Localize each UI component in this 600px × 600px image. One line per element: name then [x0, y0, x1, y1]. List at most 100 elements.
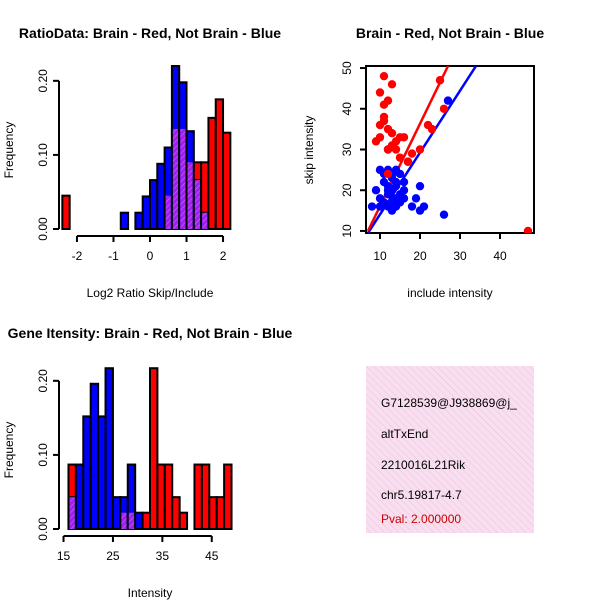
ratio-bar-overlap-19	[202, 212, 208, 229]
ratio-axes: -2 -1 0 1 2 0.00 0.10 0.20	[36, 69, 227, 263]
intensity-bar-overlap-8	[128, 512, 135, 529]
intensity-bar-not-brain-9	[134, 511, 144, 531]
ratio-chart-title: RatioData: Brain - Red, Not Brain - Blue	[19, 25, 281, 41]
info-line-probe-id: G7128539@J938869@j_	[381, 396, 517, 410]
scatter-point-not-brain-26	[407, 202, 417, 211]
ratio-bar-overlap-15	[172, 128, 179, 229]
ratio-bar-not-brain-10	[134, 211, 144, 230]
intensity-bar-brain-18	[200, 463, 211, 531]
ratio-bar-overlap-17	[187, 162, 193, 229]
scatter-point-brain-17	[399, 133, 409, 142]
scatter-y-tick-label-4: 50	[340, 61, 354, 75]
intensity-bar-brain-20	[215, 496, 226, 530]
scatter-y-label: skip intensity	[302, 116, 316, 185]
scatter-x-tick-label-3: 40	[493, 249, 507, 263]
intensity-bar-not-brain-1	[74, 463, 85, 531]
intensity-bar-brain-15	[178, 511, 189, 531]
ratio-bar-brain-20	[207, 116, 217, 230]
scatter-point-not-brain-24	[399, 194, 409, 203]
info-line-location: chr5.19817-4.7	[381, 488, 462, 502]
scatter-point-brain-14	[391, 145, 401, 154]
ratio-bar-brain-0	[61, 194, 71, 230]
intensity-bar-overlap-0	[69, 497, 75, 529]
scatter-point-not-brain-33	[391, 165, 401, 175]
ratio-y-tick-label-2: 0.20	[36, 69, 50, 93]
intensity-x-tick-label-1: 25	[106, 549, 120, 563]
ratio-bar-not-brain-11	[141, 195, 151, 230]
ratio-y-tick-label-1: 0.10	[36, 143, 50, 167]
scatter-x-tick-label-1: 20	[413, 249, 427, 263]
ratio-bar-not-brain-13	[156, 162, 166, 230]
scatter-x-tick-label-0: 10	[373, 249, 387, 263]
scatter-point-brain-10	[387, 129, 397, 138]
scatter-point-not-brain-34	[399, 177, 409, 187]
info-panel-background	[366, 366, 534, 533]
intensity-bar-not-brain-3	[89, 382, 100, 531]
intensity-x-label: Intensity	[128, 586, 173, 600]
scatter-point-brain-27	[523, 226, 533, 233]
intensity-bar-brain-19	[208, 496, 218, 530]
scatter-chart-title: Brain - Red, Not Brain - Blue	[356, 25, 544, 41]
ratio-x-tick-label-2: 0	[147, 249, 154, 263]
ratio-y-label: Frequency	[2, 122, 16, 179]
intensity-axes: 15 25 35 45 0.00 0.10 0.20	[36, 369, 219, 563]
scatter-point-brain-3	[375, 88, 385, 97]
scatter-point-not-brain-18	[391, 181, 401, 191]
scatter-point-not-brain-31	[375, 202, 385, 211]
intensity-x-tick-label-0: 15	[57, 549, 71, 563]
scatter-point-brain-11	[387, 80, 397, 89]
scatter-point-brain-18	[403, 157, 413, 166]
scatter-panel: Brain - Red, Not Brain - Blue 10 20 30 40 10…	[302, 25, 544, 300]
intensity-bar-overlap-7	[121, 512, 127, 529]
ratio-bar-not-brain-12	[149, 179, 159, 231]
scatter-point-brain-25	[379, 112, 389, 122]
ratio-bar-overlap-14	[165, 195, 171, 229]
intensity-x-tick-label-3: 45	[205, 549, 219, 563]
intensity-bar-brain-14	[171, 496, 181, 530]
scatter-point-brain-7	[383, 96, 393, 105]
ratio-bar-overlap-18	[194, 180, 201, 229]
intensity-bar-brain-11	[149, 367, 159, 530]
info-line-event-type: altTxEnd	[381, 427, 428, 441]
intensity-bar-not-brain-5	[104, 367, 114, 530]
info-line-gene-name: 2210016L21Rik	[381, 458, 466, 472]
info-panel: G7128539@J938869@j_ altTxEnd 2210016L21R…	[366, 366, 534, 533]
intensity-bar-not-brain-6	[111, 496, 122, 530]
scatter-axes: 10 20 30 40 10 20 30 40 50	[340, 61, 507, 263]
scatter-point-brain-19	[407, 149, 417, 158]
scatter-point-not-brain-32	[383, 186, 393, 195]
scatter-y-tick-label-0: 10	[340, 224, 354, 238]
intensity-y-tick-label-0: 0.00	[36, 517, 50, 541]
scatter-point-brain-23	[435, 76, 445, 85]
ratio-x-tick-label-1: -1	[108, 249, 119, 263]
scatter-point-brain-15	[395, 153, 405, 162]
intensity-bar-brain-13	[163, 463, 174, 531]
intensity-bar-brain-21	[223, 463, 233, 531]
scatter-point-not-brain-1	[371, 186, 381, 195]
intensity-y-tick-label-1: 0.10	[36, 443, 50, 467]
intensity-bar-brain-17	[193, 463, 203, 531]
ratio-y-tick-label-0: 0.00	[36, 217, 50, 241]
ratio-x-tick-label-4: 2	[220, 249, 227, 263]
scatter-x-label: include intensity	[407, 286, 492, 300]
intensity-histogram-panel: Gene Itensity: Brain - Red, Not Brain - …	[2, 325, 293, 600]
ratio-histogram-panel: RatioData: Brain - Red, Not Brain - Blue…	[2, 25, 281, 300]
intensity-bar-not-brain-2	[82, 415, 92, 530]
ratio-bars	[61, 65, 232, 231]
scatter-x-tick-label-2: 30	[453, 249, 467, 263]
scatter-point-brain-22	[427, 124, 437, 134]
intensity-bar-brain-12	[156, 463, 166, 531]
intensity-bar-brain-10	[141, 511, 152, 531]
scatter-points	[366, 66, 533, 233]
info-line-pval: Pval: 2.000000	[381, 512, 461, 526]
ratio-bar-overlap-16	[180, 128, 186, 229]
scatter-point-not-brain-37	[443, 96, 453, 105]
scatter-point-not-brain-27	[411, 194, 421, 203]
scatter-point-brain-6	[379, 71, 389, 81]
ratio-x-label: Log2 Ratio Skip/Include	[87, 286, 214, 300]
intensity-x-tick-label-2: 35	[156, 549, 170, 563]
scatter-point-not-brain-36	[439, 210, 449, 219]
scatter-point-brain-20	[415, 145, 425, 154]
intensity-y-tick-label-2: 0.20	[36, 369, 50, 393]
